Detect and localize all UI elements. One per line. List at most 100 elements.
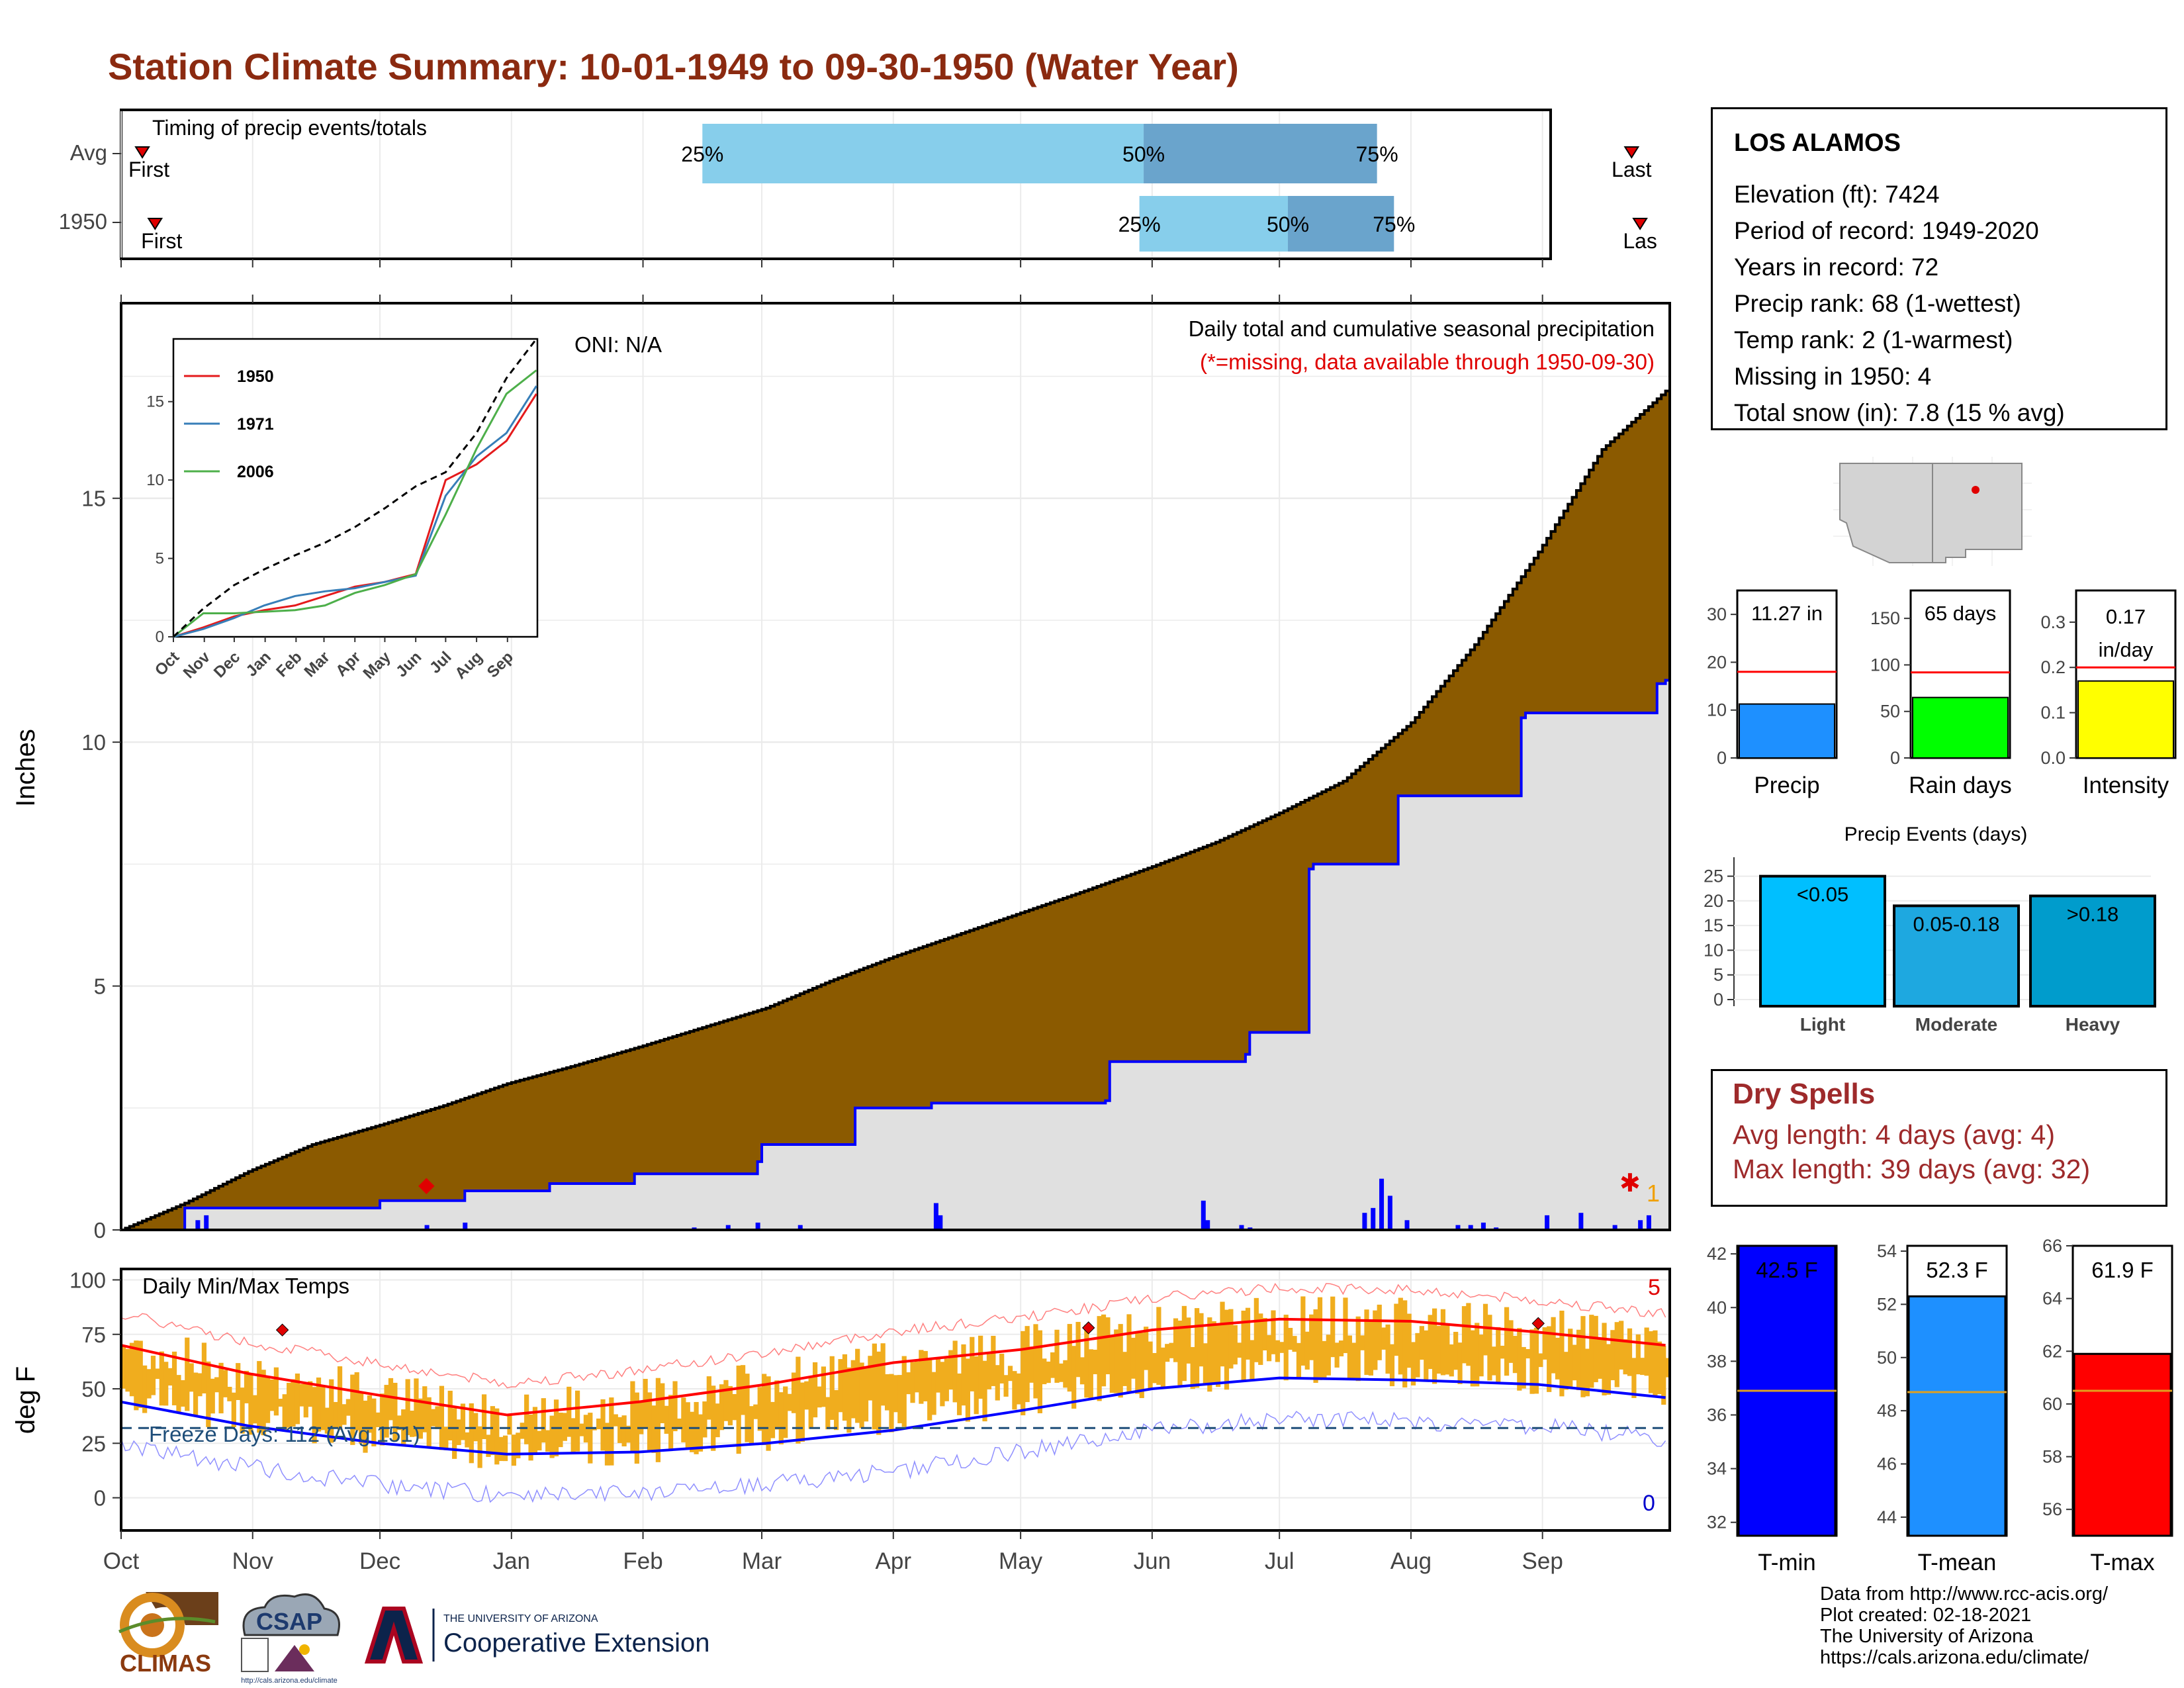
- daily-temp-bar: [634, 1392, 639, 1464]
- daily-temp-bar: [129, 1342, 135, 1397]
- info-years: Years in record: 72: [1734, 254, 1939, 281]
- precip-ytick-label: 5: [94, 974, 106, 999]
- month-label: Mar: [742, 1548, 782, 1574]
- daily-temp-bar: [1296, 1342, 1302, 1379]
- new-mexico-shape: [1932, 463, 2023, 563]
- month-label: Nov: [232, 1548, 274, 1574]
- daily-temp-bar: [359, 1392, 364, 1444]
- daily-temp-bar: [821, 1366, 827, 1407]
- daily-temp-bar: [914, 1361, 920, 1393]
- summary-ytick-label: 0.1: [2040, 703, 2066, 723]
- daily-temp-bar: [825, 1397, 831, 1430]
- daily-temp-bar: [681, 1397, 686, 1442]
- daily-temp-bar: [1644, 1327, 1649, 1376]
- daily-temp-bar: [647, 1392, 653, 1452]
- daily-temp-bar: [961, 1344, 966, 1406]
- timing-bar-25-50: [1139, 196, 1289, 252]
- daily-temp-bar: [528, 1414, 533, 1461]
- daily-temp-bar: [910, 1362, 915, 1403]
- daily-temp-bar: [1576, 1329, 1582, 1391]
- daily-temp-bar: [312, 1387, 317, 1444]
- timing-row-avg-label: Avg: [70, 140, 107, 165]
- first-event-label: First: [128, 158, 169, 181]
- temp-bar-ytick-label: 66: [2042, 1236, 2062, 1256]
- daily-temp-bar: [1317, 1297, 1323, 1380]
- daily-temp-bar: [1487, 1315, 1492, 1381]
- daily-temp-bar: [367, 1395, 373, 1433]
- daily-temp-bar: [1482, 1303, 1488, 1356]
- daily-temp-bar: [727, 1385, 733, 1426]
- daily-temp-bar: [303, 1382, 308, 1418]
- month-label: Apr: [876, 1548, 912, 1574]
- summary-ytick-label: 150: [1870, 608, 1900, 628]
- timing-bar-25-50: [702, 124, 1144, 183]
- daily-temp-bar: [1012, 1371, 1017, 1410]
- daily-temp-bar: [1135, 1332, 1140, 1394]
- daily-temp-bar: [1381, 1327, 1387, 1350]
- temp-bar-ytick-label: 36: [1707, 1405, 1727, 1425]
- daily-temp-bar: [604, 1423, 610, 1466]
- temp-bar-ytick-label: 48: [1877, 1401, 1897, 1421]
- precip-event-category-label: Light: [1800, 1014, 1845, 1035]
- daily-temp-bar: [524, 1394, 529, 1444]
- daily-temp-bar: [1262, 1318, 1267, 1350]
- daily-temp-bar: [316, 1377, 322, 1432]
- daily-temp-bar: [1640, 1358, 1645, 1376]
- freeze-days-label: Freeze Days: 112 (Avg 151): [149, 1422, 420, 1446]
- precip-events-chart: Precip Events (days) 0 5 10 15 20 25 <0.05 Light…: [1704, 823, 2156, 1035]
- daily-temp-bar: [1398, 1297, 1403, 1375]
- daily-temp-bar: [1529, 1329, 1535, 1394]
- summary-ytick-label: 0.3: [2040, 612, 2066, 632]
- daily-temp-bar: [1220, 1301, 1225, 1367]
- precip-event-range-label: >0.18: [2067, 902, 2118, 925]
- avg-tmin-line: [120, 1376, 1666, 1456]
- daily-temp-bar: [749, 1406, 754, 1444]
- precip-events-ytick-label: 20: [1704, 891, 1723, 911]
- daily-temp-bar: [333, 1401, 338, 1429]
- daily-temp-bar: [923, 1350, 928, 1401]
- daily-temp-bar: [1402, 1300, 1408, 1388]
- missing-marker: ✱: [1619, 1170, 1641, 1197]
- summary-value-label: in/day: [2099, 638, 2154, 661]
- daily-temp-bar: [498, 1436, 504, 1462]
- daily-temp-bar: [345, 1399, 351, 1416]
- daily-temp-bar: [791, 1372, 797, 1413]
- daily-temp-bar: [185, 1337, 190, 1411]
- daily-temp-bar: [1635, 1334, 1641, 1375]
- daily-temp-bar: [774, 1380, 780, 1430]
- temp-bar-ytick-label: 58: [2042, 1447, 2062, 1467]
- daily-temp-bar: [405, 1379, 410, 1436]
- daily-temp-bar: [1190, 1346, 1195, 1389]
- daily-temp-bar: [1253, 1297, 1259, 1362]
- daily-temp-bar: [1440, 1309, 1446, 1376]
- dry-spells-title: Dry Spells: [1733, 1078, 1876, 1110]
- daily-temp-bar: [1050, 1352, 1056, 1378]
- daily-temp-bar: [753, 1404, 758, 1419]
- dry-max-length: Max length: 39 days (avg: 32): [1733, 1154, 2091, 1184]
- daily-temp-bar: [278, 1399, 283, 1407]
- summary-ytick-label: 50: [1880, 702, 1900, 722]
- daily-temp-bar: [1003, 1375, 1009, 1397]
- daily-temp-bar: [1619, 1321, 1624, 1370]
- daily-temp-bar: [222, 1370, 228, 1397]
- daily-temp-bar: [1007, 1366, 1013, 1382]
- daily-temp-bar: [1406, 1313, 1412, 1368]
- precip-events-ytick-label: 0: [1713, 990, 1723, 1009]
- info-period: Period of record: 1949-2020: [1734, 217, 2039, 244]
- daily-temp-bar: [931, 1372, 936, 1415]
- summary-value-label: 65 days: [1925, 602, 1997, 625]
- precip-events-ytick-label: 10: [1704, 940, 1723, 960]
- precip-event-bar: [1893, 904, 2020, 1008]
- temp-ylabel: deg F: [11, 1366, 40, 1434]
- daily-temp-bar: [1538, 1353, 1543, 1368]
- daily-temp-bar: [1313, 1309, 1318, 1383]
- daily-temp-bar: [176, 1375, 181, 1413]
- daily-temp-bar: [1033, 1324, 1038, 1399]
- temp-bar-ytick-label: 52: [1877, 1294, 1897, 1314]
- daily-temp-bar: [1097, 1316, 1102, 1401]
- daily-temp-bar: [516, 1432, 521, 1458]
- daily-temp-bar: [1203, 1343, 1208, 1385]
- daily-temp-bar: [1436, 1325, 1441, 1374]
- daily-temp-bar: [948, 1350, 954, 1390]
- daily-temp-bar: [409, 1411, 415, 1437]
